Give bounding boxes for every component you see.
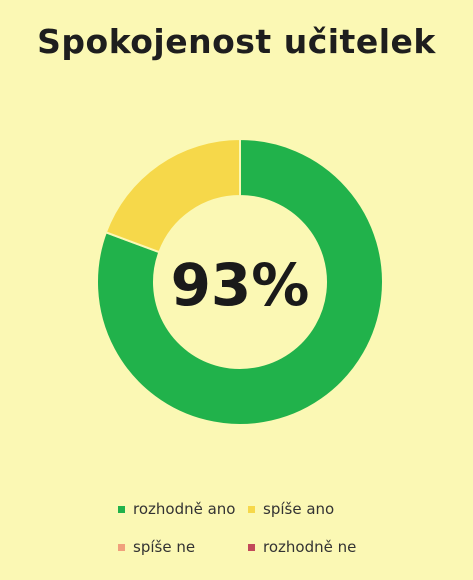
legend-swatch-spise-ano [248, 505, 255, 513]
legend-swatch-rozhodne-ano [118, 505, 125, 513]
legend-label-rozhodne-ne: rozhodně ne [263, 538, 357, 556]
center-label: 93% [171, 251, 310, 319]
donut-slice-1 [104, 137, 241, 254]
legend-item-spise-ne: spíše ne [118, 538, 195, 556]
legend-label-rozhodne-ano: rozhodně ano [133, 500, 236, 518]
legend-item-rozhodne-ano: rozhodně ano [118, 500, 235, 518]
chart-title: Spokojenost učitelek [37, 22, 436, 61]
legend-item-rozhodne-ne: rozhodně ne [248, 538, 356, 556]
legend-label-spise-ne: spíše ne [133, 538, 196, 556]
legend-label-spise-ano: spíše ano [263, 500, 335, 518]
legend-item-spise-ano: spíše ano [248, 500, 334, 518]
legend-swatch-rozhodne-ne [248, 543, 255, 551]
donut-slice-0 [96, 137, 384, 426]
donut-slices [96, 137, 384, 426]
legend-swatch-spise-ne [118, 543, 125, 551]
